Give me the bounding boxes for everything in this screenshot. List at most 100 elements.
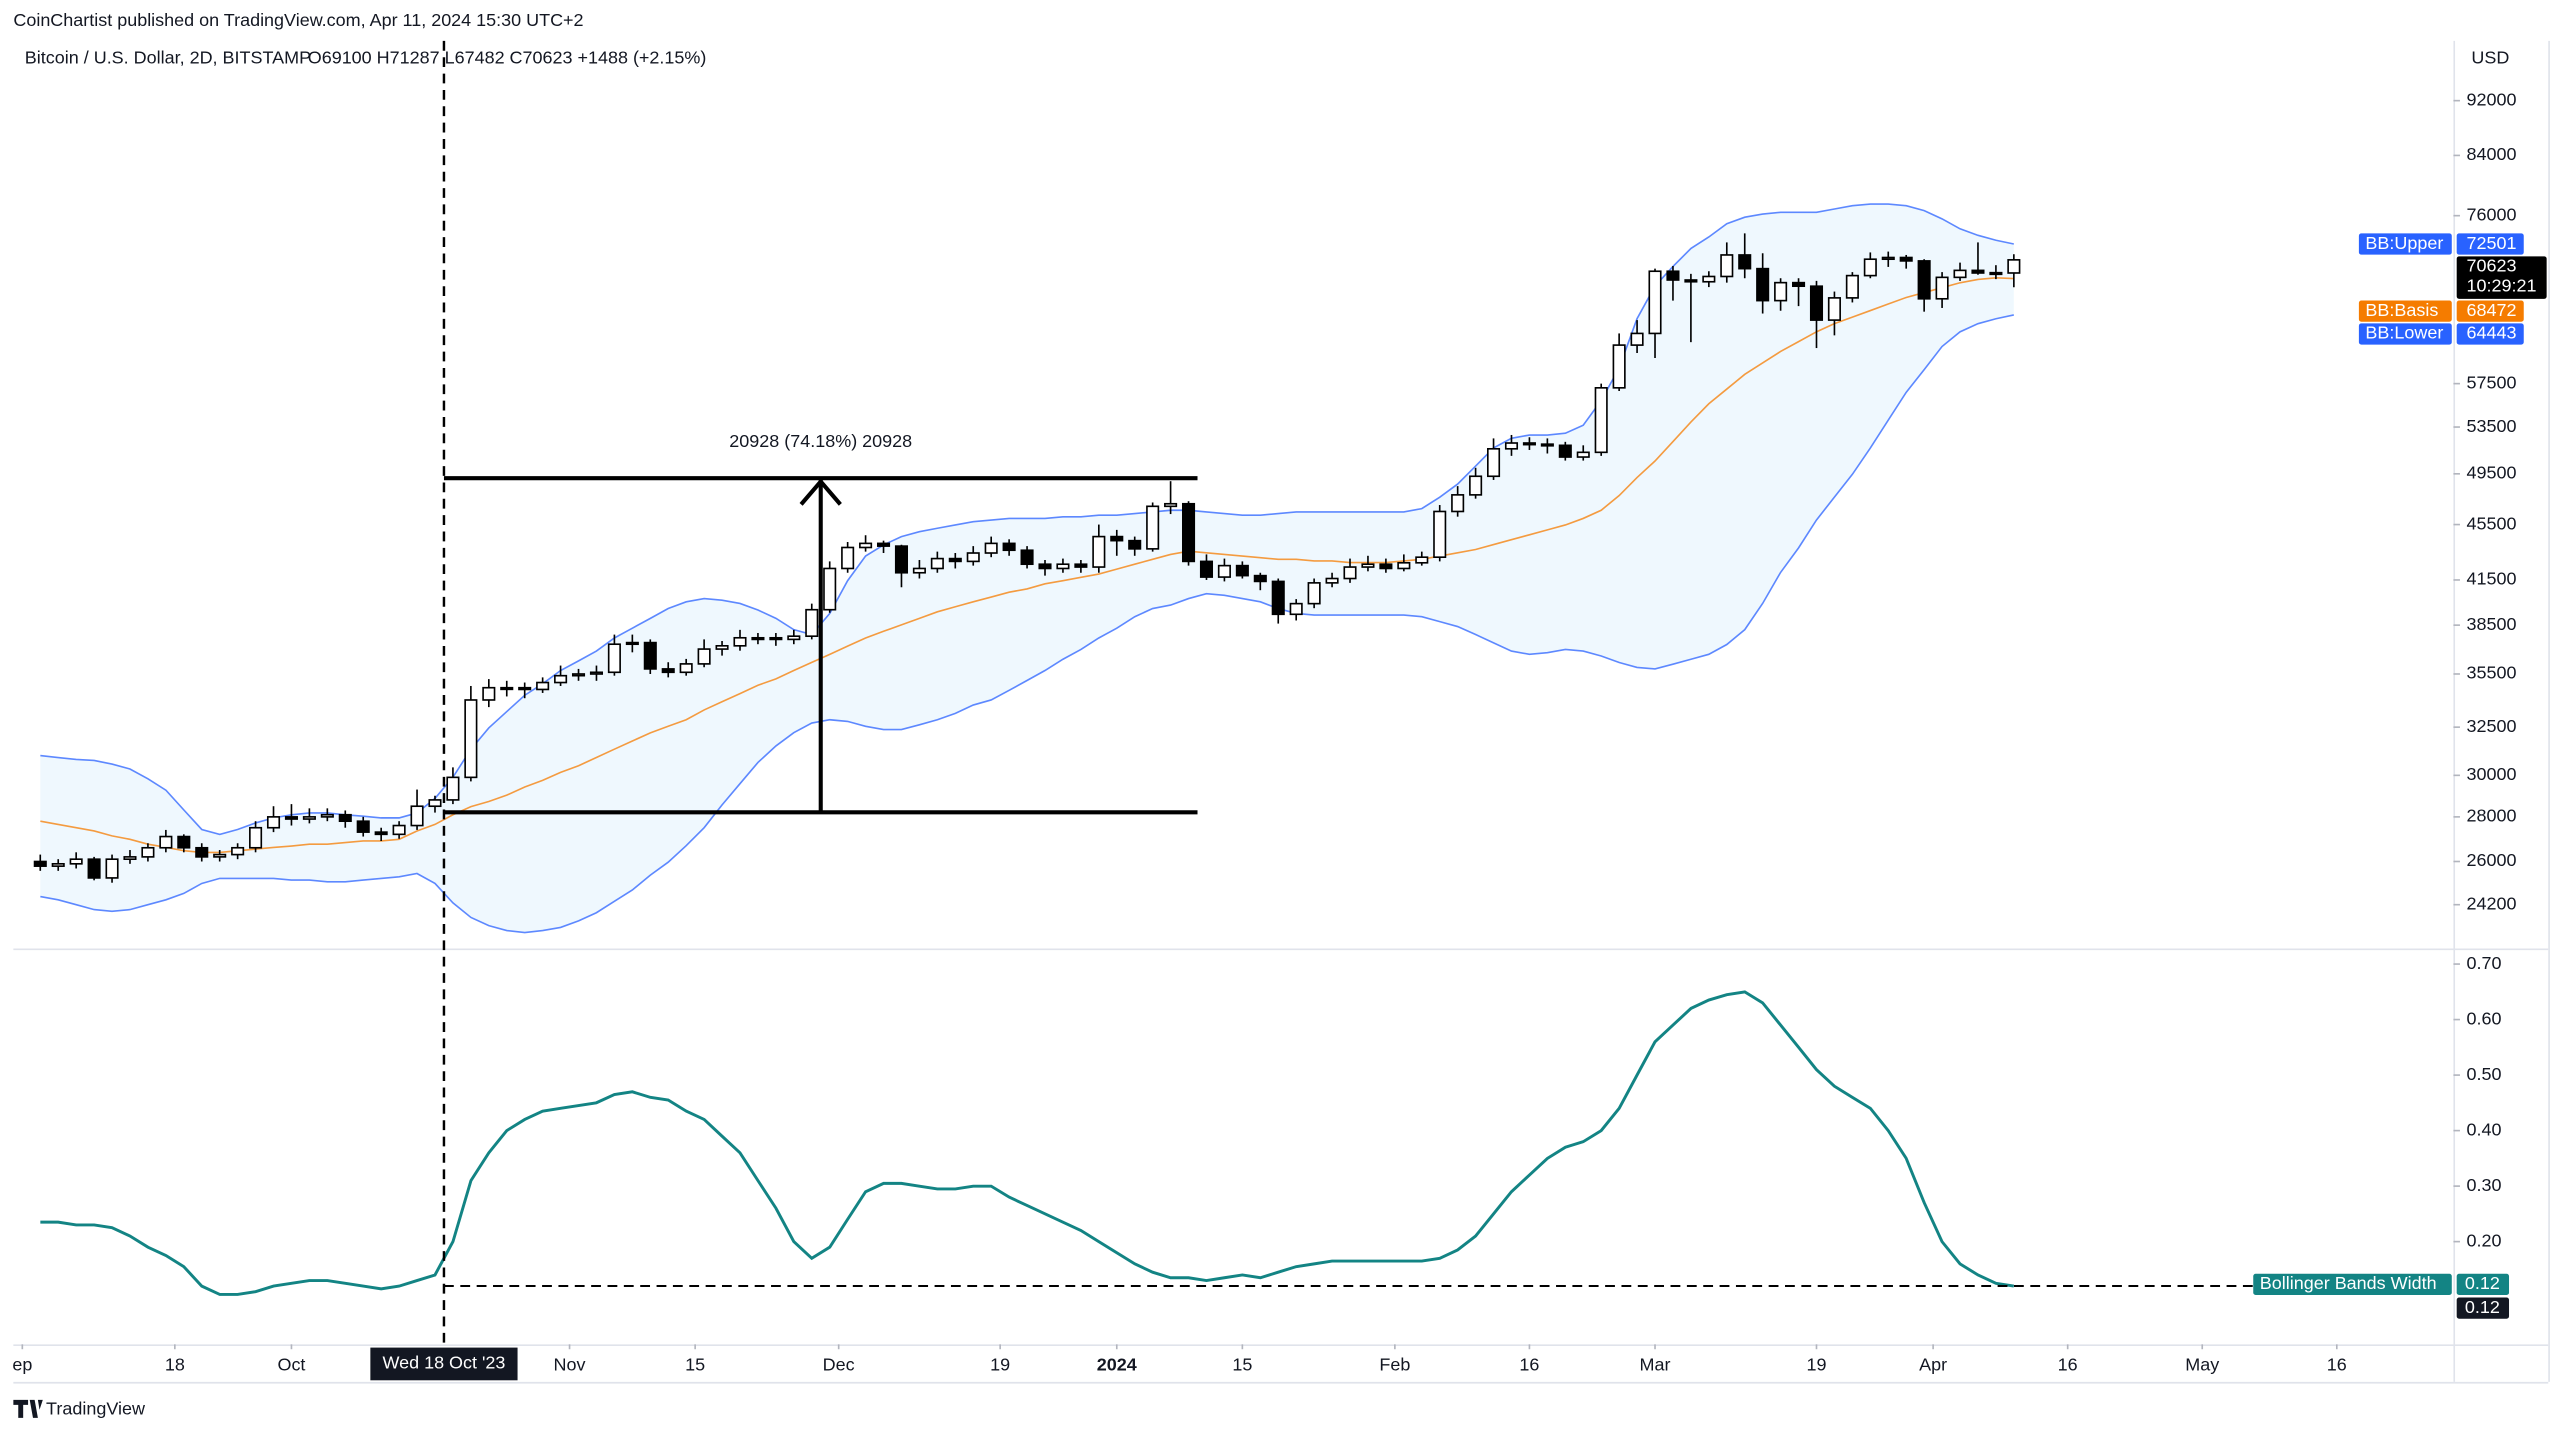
candle-body bbox=[249, 826, 263, 849]
crosshair-date-box bbox=[370, 1347, 518, 1381]
candle-body bbox=[1343, 566, 1357, 580]
y-tick-label: 57500 bbox=[2467, 372, 2517, 392]
measure-arrowhead bbox=[799, 478, 842, 506]
candle-body bbox=[141, 846, 155, 858]
series-name: BB:Upper bbox=[2365, 233, 2443, 253]
price-badge bbox=[2456, 300, 2524, 322]
candle-body bbox=[1630, 332, 1644, 346]
candle-body bbox=[1648, 270, 1662, 335]
candle-body bbox=[1522, 442, 1536, 446]
series-name-badge bbox=[2358, 300, 2452, 322]
candle-body bbox=[1271, 580, 1285, 616]
price-badge-value: 64443 bbox=[2467, 323, 2517, 343]
y-tick-label: 32500 bbox=[2467, 716, 2517, 736]
candle-body bbox=[1253, 574, 1267, 583]
candle-body bbox=[195, 846, 209, 858]
candle-body bbox=[87, 858, 101, 879]
candle-body bbox=[1702, 275, 1716, 283]
y2-tick-label: 0.60 bbox=[2467, 1008, 2502, 1028]
candle-body bbox=[1917, 260, 1931, 300]
brand: TradingView bbox=[13, 1398, 146, 1418]
candle-body bbox=[266, 816, 281, 829]
symbol: Bitcoin / U.S. Dollar, 2D, BITSTAMP bbox=[25, 48, 311, 68]
value-badge-text: 0.12 bbox=[2465, 1273, 2500, 1293]
x-tick-label: 18 bbox=[165, 1354, 185, 1374]
candle-body bbox=[69, 858, 83, 865]
price-badge-countdown: 10:29:21 bbox=[2467, 275, 2537, 295]
candle-body bbox=[536, 681, 550, 691]
candle-body bbox=[1469, 475, 1483, 496]
candle-body bbox=[1989, 271, 2003, 276]
brand-logo bbox=[13, 1399, 43, 1418]
candle-body bbox=[1666, 270, 1680, 281]
x-tick-label: 16 bbox=[1519, 1354, 1539, 1374]
x-tick-label: Nov bbox=[554, 1354, 586, 1374]
y-tick-label: 76000 bbox=[2467, 204, 2517, 224]
candle-body bbox=[482, 686, 496, 701]
candle-body bbox=[1612, 344, 1626, 389]
candle-body bbox=[751, 636, 765, 641]
candle-body bbox=[105, 858, 119, 879]
candle-body bbox=[697, 648, 711, 665]
candle-body bbox=[1774, 281, 1788, 302]
candle-body bbox=[1971, 269, 1985, 274]
candle-body bbox=[1899, 256, 1913, 262]
x-tick-label: 15 bbox=[685, 1354, 705, 1374]
band-line bbox=[40, 203, 2014, 836]
price-badge-value: 68472 bbox=[2467, 300, 2517, 320]
x-tick-label: Apr bbox=[1919, 1354, 1947, 1374]
candle-body bbox=[876, 542, 891, 547]
candle-body bbox=[1110, 535, 1124, 542]
x-tick-label: 16 bbox=[2058, 1354, 2078, 1374]
candle-body bbox=[571, 673, 586, 677]
x-tick-label: ep bbox=[12, 1354, 32, 1374]
candle-body bbox=[805, 608, 819, 638]
candle-body bbox=[1720, 254, 1734, 278]
candle-body bbox=[1504, 442, 1519, 450]
candle-body bbox=[1845, 274, 1859, 299]
candle-body bbox=[1074, 563, 1088, 568]
candle-body bbox=[159, 835, 173, 849]
candle-body bbox=[1289, 602, 1303, 616]
candle-body bbox=[1020, 549, 1034, 566]
candle-body bbox=[1379, 563, 1393, 570]
y-tick-label: 24200 bbox=[2467, 893, 2517, 913]
candle-body bbox=[769, 636, 783, 641]
candle-body bbox=[338, 813, 352, 823]
candle-body bbox=[446, 776, 460, 801]
candle-body bbox=[1235, 564, 1249, 577]
candle-body bbox=[1540, 443, 1554, 447]
candle-body bbox=[859, 542, 873, 549]
y2-tick-label: 0.40 bbox=[2467, 1119, 2502, 1139]
value-badge bbox=[2456, 1273, 2510, 1296]
candle-body bbox=[1056, 563, 1070, 570]
candle-body bbox=[1881, 256, 1895, 261]
crosshair-value: 0.12 bbox=[2465, 1297, 2500, 1317]
candle-body bbox=[33, 860, 47, 867]
crosshair-date: Wed 18 Oct '23 bbox=[382, 1353, 505, 1373]
candle-body bbox=[1002, 542, 1016, 552]
candle-body bbox=[1953, 269, 1967, 279]
candle-body bbox=[1325, 577, 1339, 584]
candle-body bbox=[1217, 564, 1231, 578]
y2-tick-label: 0.20 bbox=[2467, 1230, 2502, 1250]
bbw-line bbox=[40, 990, 2015, 1296]
candle-body bbox=[733, 636, 747, 647]
candle-body bbox=[1146, 505, 1160, 550]
candle-body bbox=[1738, 254, 1752, 270]
measure-label: 20928 (74.18%) 20928 bbox=[729, 431, 912, 451]
band-line bbox=[40, 277, 2014, 854]
candle-body bbox=[679, 663, 693, 674]
candle-body bbox=[1307, 582, 1321, 605]
candle-body bbox=[607, 643, 621, 674]
candle-body bbox=[392, 824, 406, 836]
price-badge bbox=[2456, 323, 2524, 345]
candle-body bbox=[302, 816, 316, 820]
candle-body bbox=[554, 674, 568, 684]
x-tick-label: 16 bbox=[2327, 1354, 2347, 1374]
candle-body bbox=[410, 805, 424, 827]
candle-body bbox=[231, 846, 245, 856]
candle-body bbox=[177, 835, 191, 849]
candle-body bbox=[464, 699, 478, 779]
